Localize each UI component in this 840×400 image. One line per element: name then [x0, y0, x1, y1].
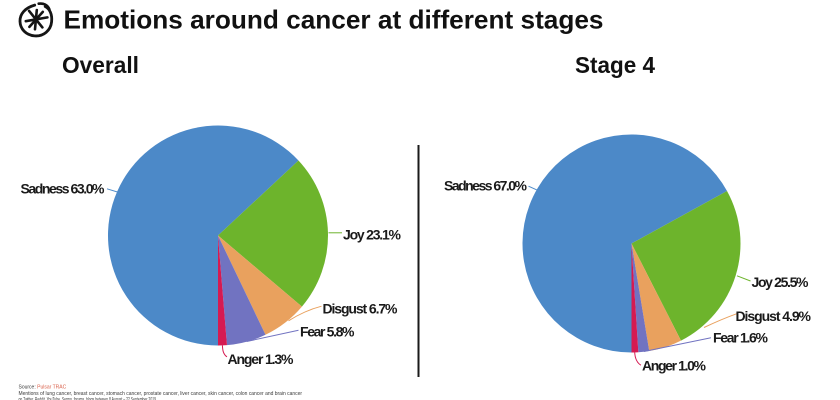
svg-text:Joy 25.5%: Joy 25.5% — [752, 274, 810, 290]
svg-text:Sadness 63.0%: Sadness 63.0% — [21, 181, 106, 197]
svg-text:Anger 1.0%: Anger 1.0% — [642, 358, 707, 374]
svg-text:Overall: Overall — [62, 52, 139, 78]
svg-text:Fear 1.6%: Fear 1.6% — [713, 330, 769, 346]
svg-text:Mentions of lung cancer, breas: Mentions of lung cancer, breast cancer, … — [19, 391, 303, 397]
svg-text:Fear 5.8%: Fear 5.8% — [300, 324, 355, 340]
svg-text:Emotions around cancer at diff: Emotions around cancer at different stag… — [64, 5, 604, 35]
svg-text:Stage 4: Stage 4 — [575, 52, 655, 78]
svg-text:Anger 1.3%: Anger 1.3% — [228, 351, 295, 367]
svg-text:Source: Pulsar TRAC: Source: Pulsar TRAC — [19, 384, 67, 390]
svg-text:on Twitter, Reddit, YouTube, S: on Twitter, Reddit, YouTube, Sermo, foru… — [19, 397, 157, 400]
svg-text:Disgust 4.9%: Disgust 4.9% — [736, 308, 812, 324]
svg-text:Sadness 67.0%: Sadness 67.0% — [444, 178, 528, 194]
svg-text:Disgust 6.7%: Disgust 6.7% — [323, 300, 399, 316]
svg-text:Joy 23.1%: Joy 23.1% — [343, 227, 402, 243]
